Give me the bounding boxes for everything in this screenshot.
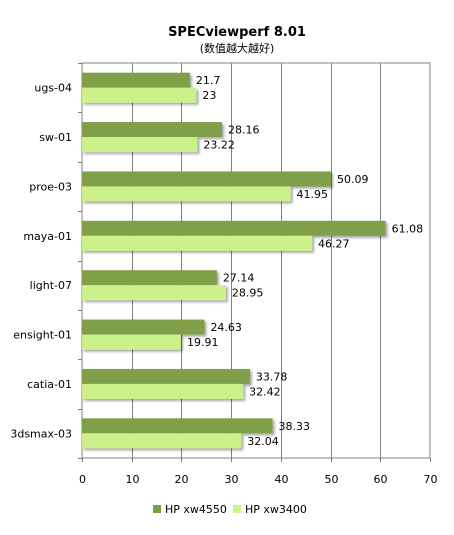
bar-xw4550 [82, 220, 386, 236]
category-label: 3dsmax-03 [10, 427, 72, 440]
x-tick-label: 20 [175, 473, 189, 486]
category-label: proe-03 [29, 180, 72, 193]
category-label: sw-01 [39, 131, 72, 144]
bar-xw3400 [82, 334, 181, 350]
legend-label: HP xw3400 [245, 503, 307, 516]
x-tick-label: 60 [374, 473, 388, 486]
category-label: catia-01 [27, 378, 72, 391]
legend-label: HP xw4550 [165, 503, 227, 516]
x-tick-label: 70 [424, 473, 438, 486]
bar-xw4550 [82, 122, 222, 138]
bar-xw3400 [82, 87, 197, 103]
category-label: ensight-01 [13, 329, 72, 342]
data-label: 28.95 [232, 287, 264, 300]
labels: ugs-04 21.7 23 sw-01 28.16 23.22 proe-03 50.09 4… [10, 74, 423, 448]
chart-title: SPECviewperf 8.01 [168, 25, 306, 40]
legend-swatch [233, 505, 241, 513]
x-tick-label: 40 [275, 473, 289, 486]
bar-xw3400 [82, 235, 313, 251]
bar-xw4550 [82, 72, 190, 88]
bar-xw4550 [82, 368, 250, 384]
bar-xw4550 [82, 418, 273, 434]
bar-xw3400 [82, 137, 198, 153]
chart-subtitle: (数值越大越好) [200, 41, 275, 55]
data-label: 50.09 [337, 173, 369, 186]
data-label: 21.7 [196, 74, 221, 87]
data-label: 46.27 [318, 237, 350, 250]
bar-xw4550 [82, 171, 332, 187]
bar-xw3400 [82, 383, 244, 399]
data-label: 61.08 [392, 222, 424, 235]
bar-xw3400 [82, 285, 226, 301]
legend-swatch [153, 505, 161, 513]
data-label: 23 [202, 89, 216, 102]
data-label: 41.95 [297, 188, 329, 201]
bar-xw3400 [82, 433, 242, 449]
category-label: maya-01 [23, 230, 72, 243]
x-tick-label: 10 [126, 473, 140, 486]
legend: HP xw4550 HP xw3400 [153, 503, 307, 516]
data-label: 19.91 [187, 336, 219, 349]
x-tick-label: 30 [225, 473, 239, 486]
x-tick-label: 50 [325, 473, 339, 486]
bars [82, 72, 386, 449]
category-label: light-07 [30, 279, 72, 292]
bar-xw4550 [82, 270, 217, 286]
data-label: 27.14 [223, 272, 255, 285]
data-label: 32.04 [247, 435, 279, 448]
data-label: 38.33 [279, 420, 311, 433]
bar-xw4550 [82, 319, 205, 335]
data-label: 32.42 [249, 385, 280, 398]
data-label: 33.78 [256, 370, 288, 383]
x-tick-label: 0 [79, 473, 86, 486]
data-label: 24.63 [210, 321, 242, 334]
axes: 0 10 20 30 40 50 60 70 [78, 63, 438, 486]
bar-xw3400 [82, 186, 291, 202]
data-label: 23.22 [203, 139, 235, 152]
data-label: 28.16 [228, 124, 260, 137]
category-label: ugs-04 [34, 82, 72, 95]
